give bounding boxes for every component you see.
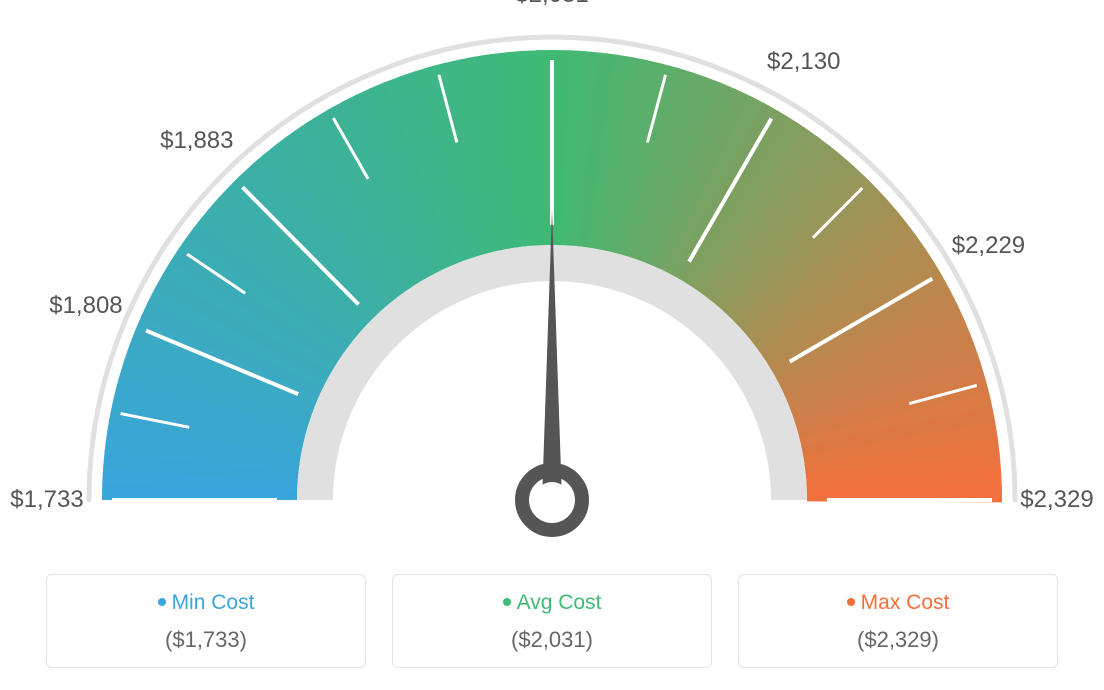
dot-icon xyxy=(847,598,855,606)
legend-card-avg: Avg Cost ($2,031) xyxy=(392,574,712,668)
legend-avg-title: Avg Cost xyxy=(403,591,701,615)
legend-card-max: Max Cost ($2,329) xyxy=(738,574,1058,668)
legend-card-min: Min Cost ($1,733) xyxy=(46,574,366,668)
gauge-tick-label: $2,031 xyxy=(515,0,588,9)
legend-avg-value: ($2,031) xyxy=(403,627,701,653)
legend-max-title: Max Cost xyxy=(749,591,1047,615)
gauge-svg xyxy=(0,0,1104,560)
dot-icon xyxy=(503,598,511,606)
legend-min-label: Min Cost xyxy=(172,591,255,614)
legend-max-label: Max Cost xyxy=(861,591,950,614)
gauge-tick-label: $1,733 xyxy=(10,486,83,514)
gauge-tick-label: $1,808 xyxy=(49,292,122,320)
legend-row: Min Cost ($1,733) Avg Cost ($2,031) Max … xyxy=(0,574,1104,668)
gauge-tick-label: $2,229 xyxy=(952,232,1025,260)
legend-max-value: ($2,329) xyxy=(749,627,1047,653)
legend-min-value: ($1,733) xyxy=(57,627,355,653)
gauge-tick-label: $2,329 xyxy=(1020,486,1093,514)
gauge-tick-label: $2,130 xyxy=(767,48,840,76)
gauge-tick-label: $1,883 xyxy=(160,127,233,155)
dot-icon xyxy=(158,598,166,606)
legend-min-title: Min Cost xyxy=(57,591,355,615)
legend-avg-label: Avg Cost xyxy=(517,591,602,614)
gauge-area xyxy=(0,0,1104,560)
gauge-chart-container: $1,733 $1,808 $1,883 $2,031 $2,130 $2,229 $2,3… xyxy=(0,0,1104,690)
